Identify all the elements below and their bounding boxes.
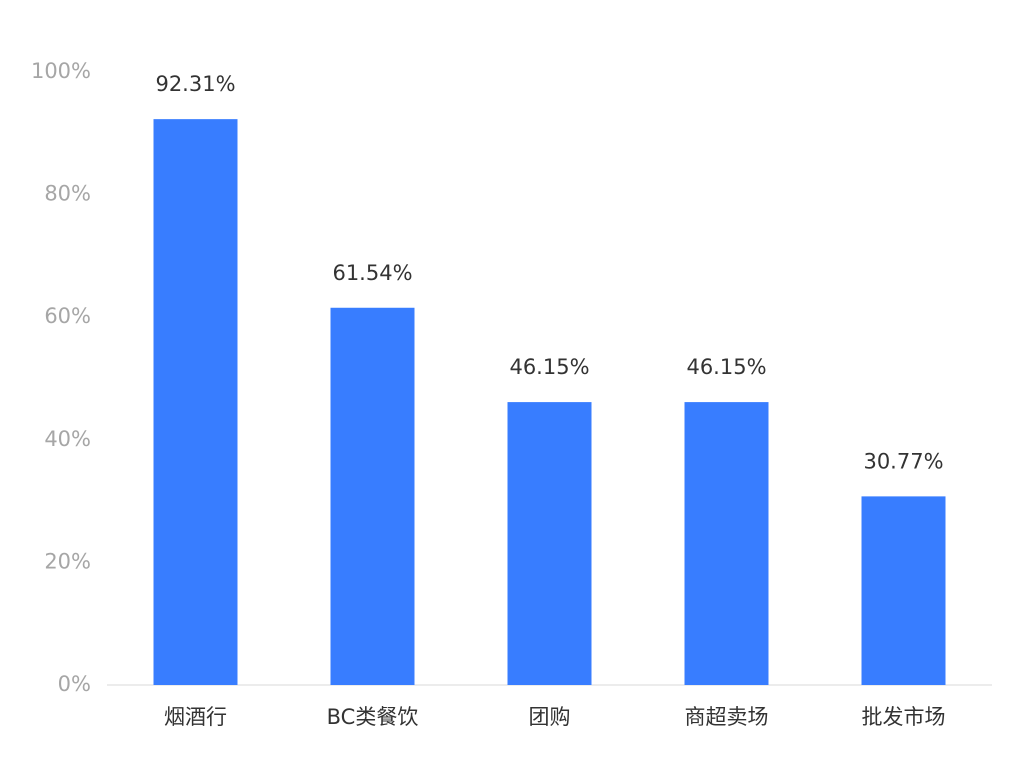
y-tick-label: 100% bbox=[31, 59, 91, 83]
x-tick-label: 商超卖场 bbox=[685, 705, 769, 729]
y-tick-label: 40% bbox=[44, 427, 91, 451]
y-tick-label: 60% bbox=[44, 304, 91, 328]
y-tick-label: 0% bbox=[58, 672, 91, 696]
x-tick-label: 批发市场 bbox=[862, 705, 946, 729]
value-label: 46.15% bbox=[509, 355, 589, 379]
bar bbox=[684, 402, 769, 685]
bar bbox=[330, 307, 415, 685]
x-tick-label: BC类餐饮 bbox=[327, 705, 419, 729]
y-tick-label: 80% bbox=[44, 182, 91, 206]
value-label: 61.54% bbox=[332, 261, 412, 285]
value-label: 30.77% bbox=[863, 449, 943, 473]
x-tick-label: 烟酒行 bbox=[164, 705, 227, 729]
x-tick-label: 团购 bbox=[529, 705, 571, 729]
value-label: 46.15% bbox=[686, 355, 766, 379]
bar bbox=[861, 496, 946, 685]
y-tick-label: 20% bbox=[44, 549, 91, 573]
bar bbox=[507, 402, 592, 685]
value-label: 92.31% bbox=[155, 72, 235, 96]
bar bbox=[153, 119, 238, 685]
